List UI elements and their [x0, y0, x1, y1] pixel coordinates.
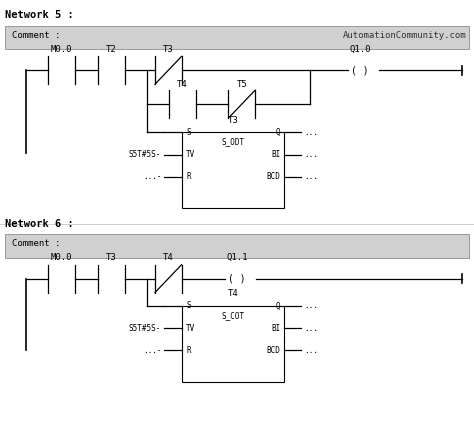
Text: Q1.0: Q1.0: [349, 45, 371, 54]
Text: ...: ...: [304, 172, 318, 181]
Bar: [182, 306, 284, 382]
Text: S5T#5S-: S5T#5S-: [129, 324, 161, 332]
Text: BI: BI: [271, 150, 281, 159]
Text: T3: T3: [228, 115, 239, 125]
Text: T4: T4: [177, 80, 188, 89]
Text: M0.0: M0.0: [51, 45, 73, 54]
Text: Q: Q: [276, 128, 281, 137]
Text: BCD: BCD: [267, 172, 281, 181]
Bar: [182, 132, 284, 208]
Text: S: S: [186, 302, 191, 310]
Bar: [5, 26, 469, 49]
Text: ...-: ...-: [143, 172, 161, 181]
Text: BCD: BCD: [267, 346, 281, 355]
Text: T3: T3: [163, 45, 173, 54]
Text: S_COT: S_COT: [222, 311, 245, 320]
Text: S5T#5S-: S5T#5S-: [129, 150, 161, 159]
Text: T2: T2: [106, 45, 117, 54]
Text: ...: ...: [304, 150, 318, 159]
Text: Network 6 :: Network 6 :: [5, 219, 73, 229]
Text: ...: ...: [304, 324, 318, 332]
Bar: [5, 234, 469, 258]
Text: M0.0: M0.0: [51, 253, 73, 262]
Text: Q: Q: [276, 302, 281, 310]
Text: T5: T5: [237, 80, 247, 89]
Text: TV: TV: [186, 324, 196, 332]
Text: T3: T3: [106, 253, 117, 262]
Text: R: R: [186, 172, 191, 181]
Text: R: R: [186, 346, 191, 355]
Text: ( ): ( ): [351, 65, 369, 76]
Text: Comment :: Comment :: [12, 239, 60, 248]
Text: S_ODT: S_ODT: [222, 138, 245, 147]
Text: T4: T4: [163, 253, 173, 262]
Text: Network 5 :: Network 5 :: [5, 10, 73, 20]
Text: S: S: [186, 128, 191, 137]
Text: ...: ...: [304, 128, 318, 137]
Text: T4: T4: [228, 289, 239, 298]
Text: Comment :: Comment :: [12, 31, 60, 39]
Text: Q1.1: Q1.1: [226, 253, 248, 262]
Text: TV: TV: [186, 150, 196, 159]
Text: BI: BI: [271, 324, 281, 332]
Text: AutomationCommunity.com: AutomationCommunity.com: [343, 31, 467, 39]
Text: ...-: ...-: [143, 346, 161, 355]
Text: ...: ...: [304, 346, 318, 355]
Text: ( ): ( ): [228, 273, 246, 284]
Text: ...: ...: [304, 302, 318, 310]
